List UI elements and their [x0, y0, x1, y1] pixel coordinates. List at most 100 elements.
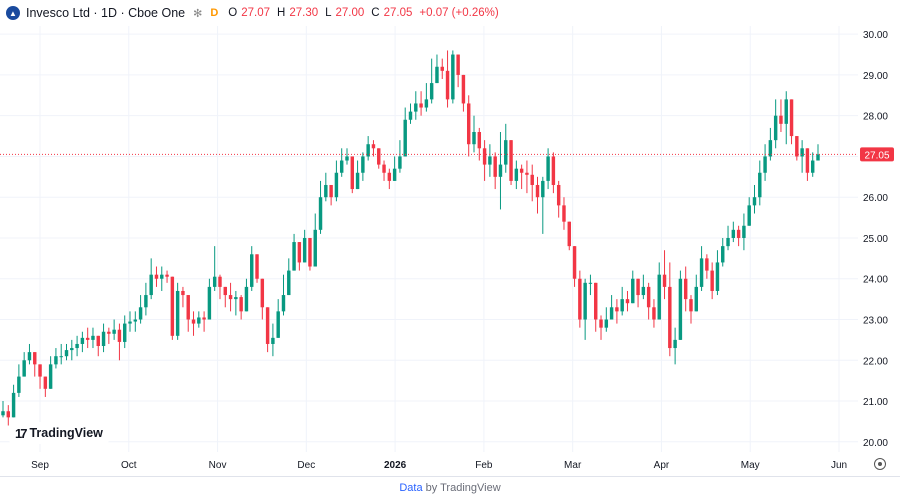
- last-price-label-bg: [860, 147, 894, 162]
- close-value: 27.05: [383, 7, 413, 19]
- y-tick-label: 30.00: [863, 30, 888, 41]
- candle-body: [620, 299, 624, 312]
- candle-body: [149, 274, 153, 296]
- open-label: O: [228, 7, 238, 19]
- low-value: 27.00: [335, 7, 365, 19]
- candle-body: [721, 246, 725, 263]
- chart-header: ▲ Invesco Ltd · 1D · Cboe One ✻ D O 27.07…: [0, 0, 860, 26]
- candle-body: [160, 274, 164, 279]
- y-tick-label: 21.00: [863, 397, 888, 408]
- symbol-logo-icon[interactable]: ▲: [6, 6, 20, 20]
- candle-body: [371, 144, 376, 149]
- price-chart[interactable]: 20.00 21.00 22.00 23.00 24.00 25.00 26.00 27.00…: [0, 0, 900, 476]
- candle-body: [498, 164, 503, 177]
- candle-body: [329, 184, 333, 198]
- candle-body: [810, 160, 815, 173]
- candle-body: [493, 156, 497, 177]
- candle-body: [800, 148, 804, 157]
- footer: Data by TradingView: [0, 476, 900, 498]
- candle-body: [70, 348, 74, 351]
- candle-body: [175, 290, 180, 336]
- candle-body: [736, 229, 741, 238]
- candle-body: [424, 99, 429, 108]
- open-value: 27.07: [241, 7, 271, 19]
- candle-body: [583, 282, 587, 320]
- candle-body: [625, 299, 630, 304]
- candle-body: [456, 54, 460, 75]
- candle-body: [355, 172, 360, 190]
- data-link[interactable]: Data: [399, 482, 423, 494]
- candle-body: [763, 156, 767, 173]
- candle-body: [604, 319, 609, 328]
- candle-body: [318, 197, 323, 230]
- candle-body: [250, 254, 254, 287]
- candle-body: [705, 258, 709, 271]
- interval-badge[interactable]: D: [210, 7, 219, 19]
- candle-body: [726, 237, 730, 247]
- candle-body: [361, 156, 365, 173]
- candle-body: [334, 172, 339, 198]
- candle-body: [6, 411, 11, 418]
- candle-body: [128, 321, 132, 324]
- candle-body: [170, 276, 175, 336]
- candle-body: [731, 229, 736, 238]
- candle-body: [752, 197, 757, 206]
- candle-body: [715, 262, 720, 291]
- tradingview-logo[interactable]: 17 TradingView: [9, 422, 109, 444]
- candle-body: [662, 274, 667, 287]
- candle-body: [1, 411, 5, 416]
- candle-body: [699, 258, 704, 287]
- y-tick-label: 26.00: [863, 193, 888, 204]
- x-tick-label: 2026: [384, 460, 407, 471]
- footer-by-text: by TradingView: [425, 482, 501, 494]
- candle-body: [398, 156, 402, 169]
- candle-body: [366, 144, 370, 157]
- candle-body: [482, 148, 487, 165]
- x-tick-label: Oct: [121, 460, 137, 471]
- candle-body: [472, 131, 476, 145]
- candle-body: [377, 148, 381, 165]
- candle-body: [265, 307, 270, 344]
- candle-body: [165, 274, 169, 277]
- candle-body: [324, 184, 328, 198]
- candle-body: [636, 278, 640, 296]
- candle-body: [112, 329, 116, 334]
- candle-body: [562, 205, 566, 222]
- x-tick-label: Sep: [31, 460, 49, 471]
- candle-body: [435, 66, 439, 84]
- candle-body: [488, 156, 492, 165]
- candle-body: [212, 276, 217, 287]
- candle-body: [11, 392, 16, 418]
- candle-body: [392, 168, 397, 181]
- candle-body: [48, 364, 53, 389]
- candle-body: [594, 282, 598, 320]
- y-tick-label: 29.00: [863, 71, 888, 82]
- change-value: +0.07 (+0.26%): [419, 7, 499, 19]
- candle-body: [350, 156, 355, 190]
- candle-body: [652, 307, 656, 320]
- candle-body: [789, 99, 794, 137]
- candle-body: [541, 180, 545, 198]
- candle-body: [641, 286, 646, 296]
- candle-body: [387, 172, 392, 181]
- candle-body: [123, 323, 127, 342]
- market-status-icon[interactable]: ✻: [193, 7, 203, 20]
- candle-body: [578, 278, 582, 320]
- settings-gear-icon[interactable]: [874, 458, 886, 470]
- candle-body: [234, 297, 238, 300]
- candle-body: [191, 319, 196, 324]
- candle-body: [181, 290, 185, 296]
- last-price-label: 27.05: [864, 150, 889, 161]
- candle-body: [451, 54, 455, 100]
- y-tick-label: 28.00: [863, 112, 888, 123]
- candle-body: [255, 254, 259, 279]
- candle-body: [519, 168, 524, 173]
- candle-body: [43, 376, 48, 389]
- symbol-title[interactable]: Invesco Ltd · 1D · Cboe One: [26, 6, 186, 20]
- candle-body: [59, 356, 63, 358]
- candle-body: [202, 317, 206, 320]
- candle-body: [403, 119, 407, 157]
- candle-body: [599, 319, 603, 328]
- x-tick-label: Apr: [654, 460, 670, 471]
- candle-body: [64, 350, 69, 357]
